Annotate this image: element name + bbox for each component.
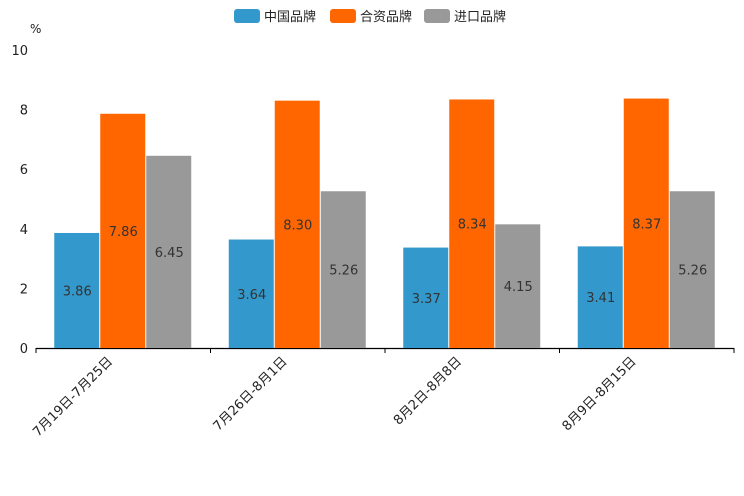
bar-value-label: 5.26: [678, 264, 707, 279]
x-category-label: 7月26日-8月1日: [211, 354, 291, 434]
bar-series1-cat2[interactable]: [228, 239, 274, 348]
bar-series1-cat4[interactable]: [577, 246, 623, 348]
bar-value-label: 3.64: [237, 288, 266, 303]
legend-swatch-1[interactable]: [234, 9, 260, 23]
x-category-label: 7月19日-7月25日: [30, 354, 116, 440]
bar-series2-cat4[interactable]: [623, 98, 669, 348]
bar-value-label: 8.30: [283, 218, 312, 233]
legend-swatch-3[interactable]: [424, 9, 450, 23]
bar-series2-cat2[interactable]: [274, 100, 320, 348]
bar-series1-cat3[interactable]: [403, 247, 449, 348]
bar-value-label: 8.34: [458, 218, 487, 233]
y-tick-label: 8: [20, 104, 28, 119]
y-tick-label: 6: [20, 163, 28, 178]
bar-series3-cat2[interactable]: [320, 191, 366, 348]
data-labels: 3.86 7.86 6.45 3.64 8.30 5.26 3.37 8.34 4.15 3.41…: [63, 217, 707, 306]
x-category-label: 8月2日-8月8日: [391, 354, 465, 428]
bar-value-label: 3.37: [412, 292, 441, 307]
legend-label-2: 合资品牌: [360, 9, 412, 25]
bar-series3-cat3[interactable]: [495, 224, 541, 348]
y-tick-label: 0: [20, 342, 28, 357]
y-axis-unit-label: %: [30, 22, 41, 36]
legend-label-3: 进口品牌: [454, 9, 506, 25]
bars: [54, 98, 715, 348]
bar-value-label: 4.15: [504, 280, 533, 295]
bar-series3-cat4[interactable]: [669, 191, 715, 348]
bar-series2-cat1[interactable]: [100, 113, 146, 348]
bar-series1-cat1[interactable]: [54, 232, 100, 348]
bar-value-label: 7.86: [109, 225, 138, 240]
y-tick-label: 10: [11, 44, 28, 59]
bar-value-label: 5.26: [329, 264, 358, 279]
bar-value-label: 3.41: [586, 291, 615, 306]
bar-value-label: 3.86: [63, 284, 92, 299]
bar-series2-cat3[interactable]: [449, 99, 495, 348]
x-category-label: 8月9日-8月15日: [560, 354, 640, 434]
bar-value-label: 8.37: [632, 217, 661, 232]
legend: 中国品牌 合资品牌 进口品牌: [234, 9, 506, 25]
legend-label-1: 中国品牌: [264, 9, 316, 25]
y-tick-label: 4: [20, 223, 28, 238]
bar-value-label: 6.45: [155, 246, 184, 261]
legend-swatch-2[interactable]: [330, 9, 356, 23]
y-tick-label: 2: [20, 282, 28, 297]
bar-series3-cat1[interactable]: [146, 155, 192, 348]
